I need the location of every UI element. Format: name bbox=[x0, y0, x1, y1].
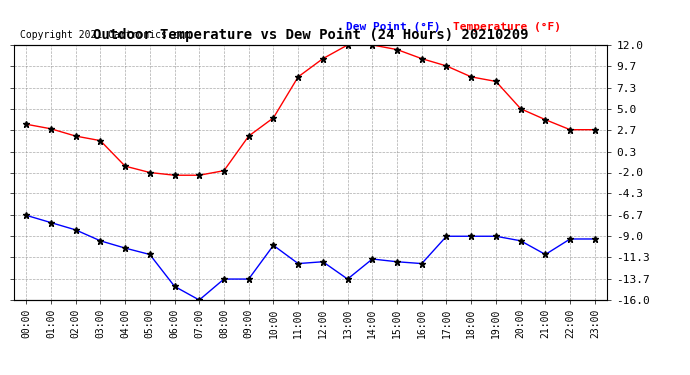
Title: Outdoor Temperature vs Dew Point (24 Hours) 20210209: Outdoor Temperature vs Dew Point (24 Hou… bbox=[92, 28, 529, 42]
Text: Dew Point (°F): Dew Point (°F) bbox=[346, 22, 441, 32]
Text: Copyright 2021 Cartronics.com: Copyright 2021 Cartronics.com bbox=[20, 30, 190, 40]
Text: Temperature (°F): Temperature (°F) bbox=[453, 22, 561, 32]
